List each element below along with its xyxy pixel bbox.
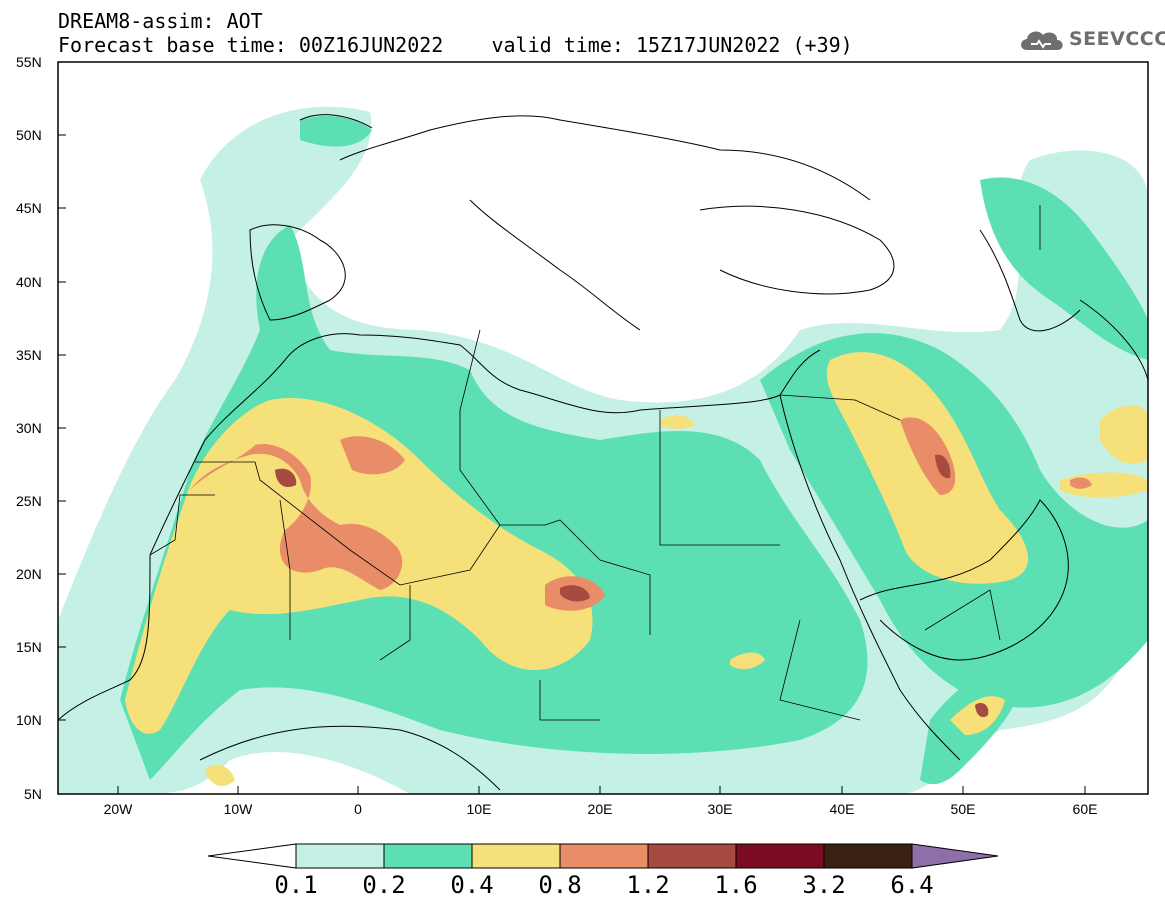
lat-label: 10N [16, 712, 42, 728]
seevccc-logo: SEEVCCC [1017, 24, 1165, 56]
lat-label: 25N [16, 493, 42, 509]
lat-label: 40N [16, 274, 42, 290]
colorbar-label: 0.2 [362, 871, 406, 899]
lon-label: 60E [1072, 801, 1098, 817]
map-subtitle: Forecast base time: 00Z16JUN2022 valid t… [58, 33, 853, 57]
colorbar-label: 1.6 [714, 871, 758, 899]
axis-ticks [58, 61, 1086, 794]
cloud-icon [1021, 31, 1063, 50]
lat-label: 30N [16, 420, 42, 436]
lon-label: 30E [707, 801, 733, 817]
colorbar-low-arrow [207, 843, 297, 869]
colorbar-cell [735, 843, 825, 869]
lat-label: 35N [16, 347, 42, 363]
colorbar-cell [295, 843, 385, 869]
lat-label: 20N [16, 566, 42, 582]
country-borders [149, 205, 1041, 721]
colorbar-cell [471, 843, 561, 869]
lon-label: 10E [466, 801, 492, 817]
lat-label: 50N [16, 127, 42, 143]
coastlines [57, 114, 1149, 791]
logo-text: SEEVCCC [1069, 28, 1165, 50]
colorbar [207, 843, 999, 869]
lat-label: 55N [16, 54, 42, 70]
lon-label: 20E [587, 801, 613, 817]
lon-label: 0 [354, 801, 362, 817]
lon-label: 50E [950, 801, 976, 817]
colorbar-cell [647, 843, 737, 869]
colorbar-cell [823, 843, 913, 869]
colorbar-cell [559, 843, 649, 869]
colorbar-label: 6.4 [890, 871, 934, 899]
colorbar-label: 0.8 [538, 871, 582, 899]
colorbar-label: 3.2 [802, 871, 846, 899]
colorbar-label: 0.1 [274, 871, 318, 899]
lon-label: 40E [829, 801, 855, 817]
colorbar-cell [383, 843, 473, 869]
colorbar-label: 0.4 [450, 871, 494, 899]
colorbar-label: 1.2 [626, 871, 670, 899]
lat-label: 45N [16, 200, 42, 216]
aot-level-1.2 [275, 454, 989, 718]
lat-label: 5N [24, 786, 42, 802]
lon-label: 10W [223, 801, 253, 817]
colorbar-high-arrow [911, 843, 999, 869]
map-title: DREAM8-assim: AOT [58, 9, 263, 33]
lat-label: 15N [16, 639, 42, 655]
lon-label: 20W [103, 801, 133, 817]
